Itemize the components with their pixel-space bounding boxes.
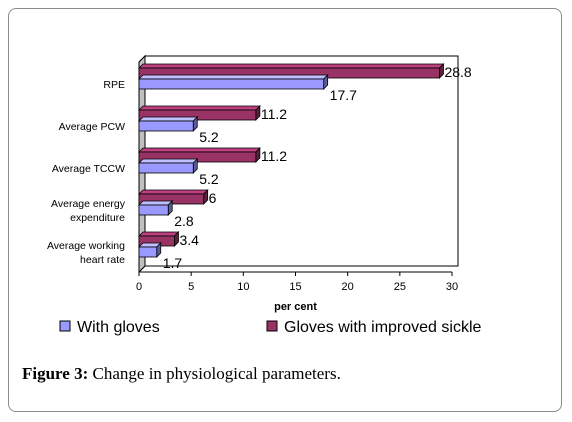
x-tick-label: 15 <box>289 281 301 293</box>
bar-with-gloves-top <box>138 158 199 164</box>
bar-with-gloves <box>138 78 325 90</box>
y-tick-label: expenditure <box>70 212 125 224</box>
x-tick-label: 10 <box>237 281 249 293</box>
bar-with-gloves <box>138 120 194 132</box>
x-tick-label: 5 <box>188 281 194 293</box>
bar-with-gloves-top <box>138 116 199 122</box>
bar-improved-sickle-top <box>138 189 209 195</box>
legend-label: With gloves <box>77 319 160 336</box>
legend-label: Gloves with improved sickle <box>284 319 482 336</box>
data-label-with-gloves: 5.2 <box>199 171 219 187</box>
data-label-with-gloves: 5.2 <box>199 129 219 145</box>
x-axis-title: per cent <box>274 301 317 313</box>
x-tick-label: 20 <box>342 281 354 293</box>
figure-caption: Figure 3: Change in physiological parame… <box>22 364 341 384</box>
caption-text: Change in physiological parameters. <box>88 364 341 383</box>
legend-swatch <box>59 320 71 332</box>
x-tick-label: 30 <box>446 281 458 293</box>
bar-with-gloves-top <box>138 74 329 80</box>
data-label-improved-sickle: 28.8 <box>444 64 471 80</box>
bar-with-gloves <box>138 246 158 258</box>
data-label-improved-sickle: 6 <box>209 190 217 206</box>
y-tick-label: Average PCW <box>59 121 125 133</box>
bar-improved-sickle-top <box>138 231 180 237</box>
bar-improved-sickle-top <box>138 147 261 153</box>
x-tick-label: 0 <box>136 281 142 293</box>
data-label-improved-sickle: 11.2 <box>261 106 287 122</box>
bar-improved-sickle-top <box>138 105 261 111</box>
bar-improved-sickle-top <box>138 63 445 69</box>
y-tick-label: Average working <box>47 240 125 252</box>
caption-label: Figure 3: <box>22 364 89 383</box>
data-label-with-gloves: 2.8 <box>174 213 194 229</box>
legend-swatch <box>266 320 278 332</box>
y-tick-label: RPE <box>103 79 125 91</box>
y-tick-label: Average energy <box>51 198 126 210</box>
data-label-with-gloves: 17.7 <box>330 87 357 103</box>
bar-with-gloves <box>138 162 194 174</box>
y-tick-label: heart rate <box>80 254 125 266</box>
data-label-with-gloves: 1.7 <box>163 255 183 271</box>
data-label-improved-sickle: 3.4 <box>179 232 199 248</box>
y-tick-label: Average TCCW <box>52 163 125 175</box>
data-label-improved-sickle: 11.2 <box>261 148 287 164</box>
bar-with-gloves <box>138 204 169 216</box>
x-tick-label: 25 <box>394 281 406 293</box>
bar-with-gloves-top <box>138 200 174 206</box>
